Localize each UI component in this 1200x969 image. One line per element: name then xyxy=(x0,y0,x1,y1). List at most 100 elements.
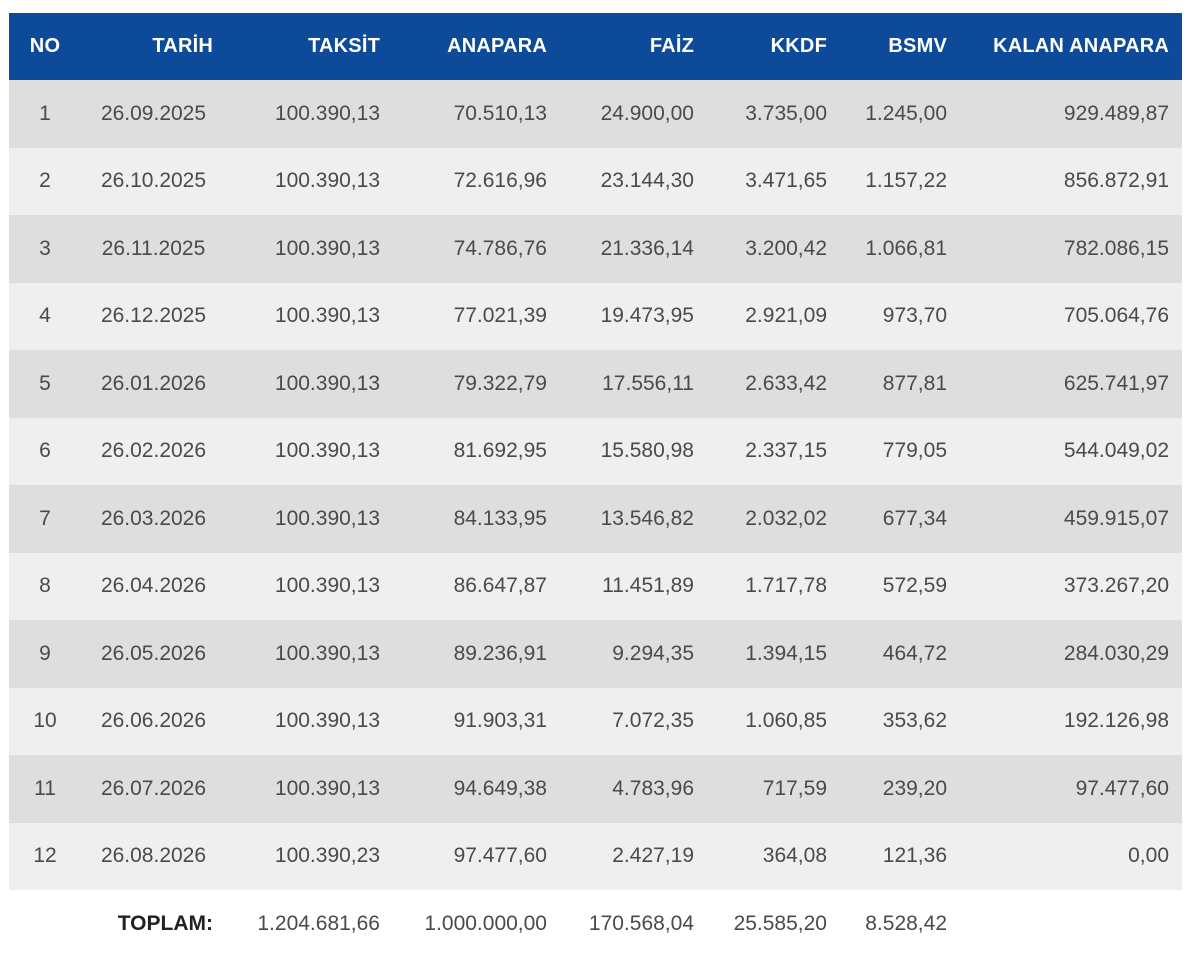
cell-faiz: 4.783,96 xyxy=(560,755,707,823)
cell-tarih: 26.11.2025 xyxy=(81,215,226,283)
payment-schedule: NO TARİH TAKSİT ANAPARA FAİZ KKDF BSMV K… xyxy=(9,13,1182,957)
table-row: 11 26.07.2026 100.390,13 94.649,38 4.783,96 7… xyxy=(9,755,1182,823)
cell-taksit: 100.390,13 xyxy=(226,755,393,823)
cell-kkdf: 1.394,15 xyxy=(707,620,840,688)
header-no: NO xyxy=(9,13,81,80)
cell-kkdf: 717,59 xyxy=(707,755,840,823)
cell-faiz: 15.580,98 xyxy=(560,417,707,485)
cell-no: 5 xyxy=(9,350,81,418)
cell-no: 12 xyxy=(9,822,81,890)
cell-kkdf: 2.633,42 xyxy=(707,350,840,418)
header-anapara: ANAPARA xyxy=(393,13,560,80)
totals-empty-cell xyxy=(9,890,81,957)
header-taksit: TAKSİT xyxy=(226,13,393,80)
cell-kalan-anapara: 0,00 xyxy=(960,822,1182,890)
table-row: 4 26.12.2025 100.390,13 77.021,39 19.473,95 2… xyxy=(9,282,1182,350)
cell-tarih: 26.09.2025 xyxy=(81,80,226,148)
cell-no: 3 xyxy=(9,215,81,283)
totals-taksit: 1.204.681,66 xyxy=(226,890,393,957)
cell-no: 11 xyxy=(9,755,81,823)
cell-taksit: 100.390,13 xyxy=(226,417,393,485)
header-bsmv: BSMV xyxy=(840,13,960,80)
cell-taksit: 100.390,13 xyxy=(226,350,393,418)
table-row: 5 26.01.2026 100.390,13 79.322,79 17.556,11 2… xyxy=(9,350,1182,418)
table-row: 6 26.02.2026 100.390,13 81.692,95 15.580,98 2… xyxy=(9,417,1182,485)
cell-faiz: 17.556,11 xyxy=(560,350,707,418)
cell-kkdf: 2.032,02 xyxy=(707,485,840,553)
table-body: 1 26.09.2025 100.390,13 70.510,13 24.900,00 3… xyxy=(9,80,1182,957)
cell-taksit: 100.390,13 xyxy=(226,485,393,553)
cell-anapara: 94.649,38 xyxy=(393,755,560,823)
cell-kkdf: 3.471,65 xyxy=(707,147,840,215)
totals-faiz: 170.568,04 xyxy=(560,890,707,957)
cell-anapara: 79.322,79 xyxy=(393,350,560,418)
table-row: 2 26.10.2025 100.390,13 72.616,96 23.144,30 3… xyxy=(9,147,1182,215)
cell-kalan-anapara: 544.049,02 xyxy=(960,417,1182,485)
cell-taksit: 100.390,13 xyxy=(226,282,393,350)
cell-kkdf: 2.921,09 xyxy=(707,282,840,350)
cell-tarih: 26.10.2025 xyxy=(81,147,226,215)
cell-taksit: 100.390,13 xyxy=(226,215,393,283)
cell-kkdf: 3.200,42 xyxy=(707,215,840,283)
cell-kkdf: 364,08 xyxy=(707,822,840,890)
table-row: 7 26.03.2026 100.390,13 84.133,95 13.546,82 2… xyxy=(9,485,1182,553)
cell-anapara: 84.133,95 xyxy=(393,485,560,553)
cell-taksit: 100.390,13 xyxy=(226,687,393,755)
cell-kalan-anapara: 856.872,91 xyxy=(960,147,1182,215)
cell-tarih: 26.05.2026 xyxy=(81,620,226,688)
cell-anapara: 74.786,76 xyxy=(393,215,560,283)
cell-anapara: 89.236,91 xyxy=(393,620,560,688)
cell-anapara: 72.616,96 xyxy=(393,147,560,215)
table-row: 12 26.08.2026 100.390,23 97.477,60 2.427,19 3… xyxy=(9,822,1182,890)
cell-tarih: 26.08.2026 xyxy=(81,822,226,890)
cell-faiz: 19.473,95 xyxy=(560,282,707,350)
cell-no: 7 xyxy=(9,485,81,553)
cell-faiz: 2.427,19 xyxy=(560,822,707,890)
header-kalan-anapara: KALAN ANAPARA xyxy=(960,13,1182,80)
cell-anapara: 97.477,60 xyxy=(393,822,560,890)
cell-kalan-anapara: 625.741,97 xyxy=(960,350,1182,418)
table-row: 10 26.06.2026 100.390,13 91.903,31 7.072,35 1… xyxy=(9,687,1182,755)
cell-no: 1 xyxy=(9,80,81,148)
cell-bsmv: 1.157,22 xyxy=(840,147,960,215)
header-faiz: FAİZ xyxy=(560,13,707,80)
cell-kalan-anapara: 929.489,87 xyxy=(960,80,1182,148)
cell-kalan-anapara: 284.030,29 xyxy=(960,620,1182,688)
cell-taksit: 100.390,13 xyxy=(226,80,393,148)
table-row: 8 26.04.2026 100.390,13 86.647,87 11.451,89 1… xyxy=(9,552,1182,620)
cell-tarih: 26.12.2025 xyxy=(81,282,226,350)
cell-tarih: 26.01.2026 xyxy=(81,350,226,418)
cell-faiz: 13.546,82 xyxy=(560,485,707,553)
cell-bsmv: 877,81 xyxy=(840,350,960,418)
cell-kalan-anapara: 373.267,20 xyxy=(960,552,1182,620)
cell-kalan-anapara: 459.915,07 xyxy=(960,485,1182,553)
cell-kalan-anapara: 782.086,15 xyxy=(960,215,1182,283)
cell-bsmv: 572,59 xyxy=(840,552,960,620)
cell-faiz: 21.336,14 xyxy=(560,215,707,283)
cell-anapara: 86.647,87 xyxy=(393,552,560,620)
cell-faiz: 11.451,89 xyxy=(560,552,707,620)
cell-bsmv: 1.066,81 xyxy=(840,215,960,283)
cell-taksit: 100.390,13 xyxy=(226,552,393,620)
cell-anapara: 70.510,13 xyxy=(393,80,560,148)
cell-kkdf: 1.717,78 xyxy=(707,552,840,620)
cell-faiz: 9.294,35 xyxy=(560,620,707,688)
totals-label: TOPLAM: xyxy=(81,890,226,957)
cell-kalan-anapara: 192.126,98 xyxy=(960,687,1182,755)
cell-anapara: 81.692,95 xyxy=(393,417,560,485)
header-tarih: TARİH xyxy=(81,13,226,80)
cell-faiz: 7.072,35 xyxy=(560,687,707,755)
cell-kalan-anapara: 97.477,60 xyxy=(960,755,1182,823)
cell-bsmv: 779,05 xyxy=(840,417,960,485)
totals-bsmv: 8.528,42 xyxy=(840,890,960,957)
cell-faiz: 24.900,00 xyxy=(560,80,707,148)
cell-tarih: 26.02.2026 xyxy=(81,417,226,485)
totals-anapara: 1.000.000,00 xyxy=(393,890,560,957)
cell-tarih: 26.03.2026 xyxy=(81,485,226,553)
cell-bsmv: 121,36 xyxy=(840,822,960,890)
cell-bsmv: 464,72 xyxy=(840,620,960,688)
cell-taksit: 100.390,13 xyxy=(226,620,393,688)
cell-tarih: 26.06.2026 xyxy=(81,687,226,755)
table-header-row: NO TARİH TAKSİT ANAPARA FAİZ KKDF BSMV K… xyxy=(9,13,1182,80)
cell-kkdf: 3.735,00 xyxy=(707,80,840,148)
